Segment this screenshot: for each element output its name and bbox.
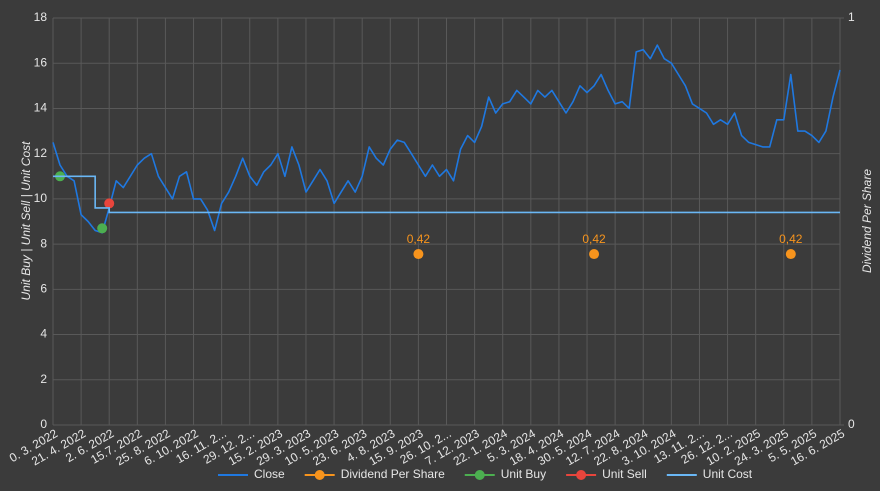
legend-item[interactable]: Unit Buy bbox=[464, 467, 546, 481]
legend-item[interactable]: Unit Sell bbox=[566, 467, 647, 481]
value-label: 0,42 bbox=[582, 232, 606, 246]
marker bbox=[589, 249, 600, 260]
legend-label: Close bbox=[254, 467, 285, 481]
y-tick-label: 18 bbox=[34, 10, 48, 24]
y-tick-label: 8 bbox=[40, 236, 47, 250]
legend: Close Dividend Per Share Unit Buy Unit Sell… bbox=[218, 467, 753, 481]
y2-tick-label: 1 bbox=[848, 10, 855, 24]
legend-label: Unit Cost bbox=[703, 467, 753, 481]
value-label: 0,42 bbox=[407, 232, 431, 246]
y-tick-label: 6 bbox=[40, 282, 47, 296]
marker bbox=[413, 249, 424, 260]
legend-item[interactable]: Close bbox=[218, 467, 285, 481]
y-tick-label: 2 bbox=[40, 372, 47, 386]
legend-swatch-marker bbox=[474, 470, 485, 480]
legend-item[interactable]: Unit Cost bbox=[666, 467, 753, 481]
legend-label: Unit Buy bbox=[501, 467, 546, 481]
legend-label: Unit Sell bbox=[602, 467, 647, 481]
y-tick-label: 12 bbox=[34, 146, 48, 160]
y-tick-label: 16 bbox=[34, 55, 48, 69]
y-tick-label: 14 bbox=[34, 101, 48, 115]
y-tick-label: 4 bbox=[40, 327, 47, 341]
close-line bbox=[52, 44, 841, 234]
y-tick-label: 0 bbox=[40, 417, 47, 431]
marker bbox=[104, 198, 115, 209]
y2-tick-label: 0 bbox=[848, 417, 855, 431]
legend-item[interactable]: Dividend Per Share bbox=[304, 467, 445, 481]
y-tick-label: 10 bbox=[34, 191, 48, 205]
marker bbox=[785, 249, 796, 260]
legend-swatch-marker bbox=[576, 470, 587, 480]
cost-line bbox=[53, 175, 840, 214]
value-label: 0,42 bbox=[779, 232, 803, 246]
legend-label: Dividend Per Share bbox=[341, 467, 445, 481]
marker bbox=[97, 223, 108, 234]
y2-axis-title: Dividend Per Share bbox=[860, 169, 874, 273]
legend-swatch-marker bbox=[314, 470, 325, 480]
y-axis-title: Unit Buy | Unit Sell | Unit Cost bbox=[19, 141, 33, 301]
